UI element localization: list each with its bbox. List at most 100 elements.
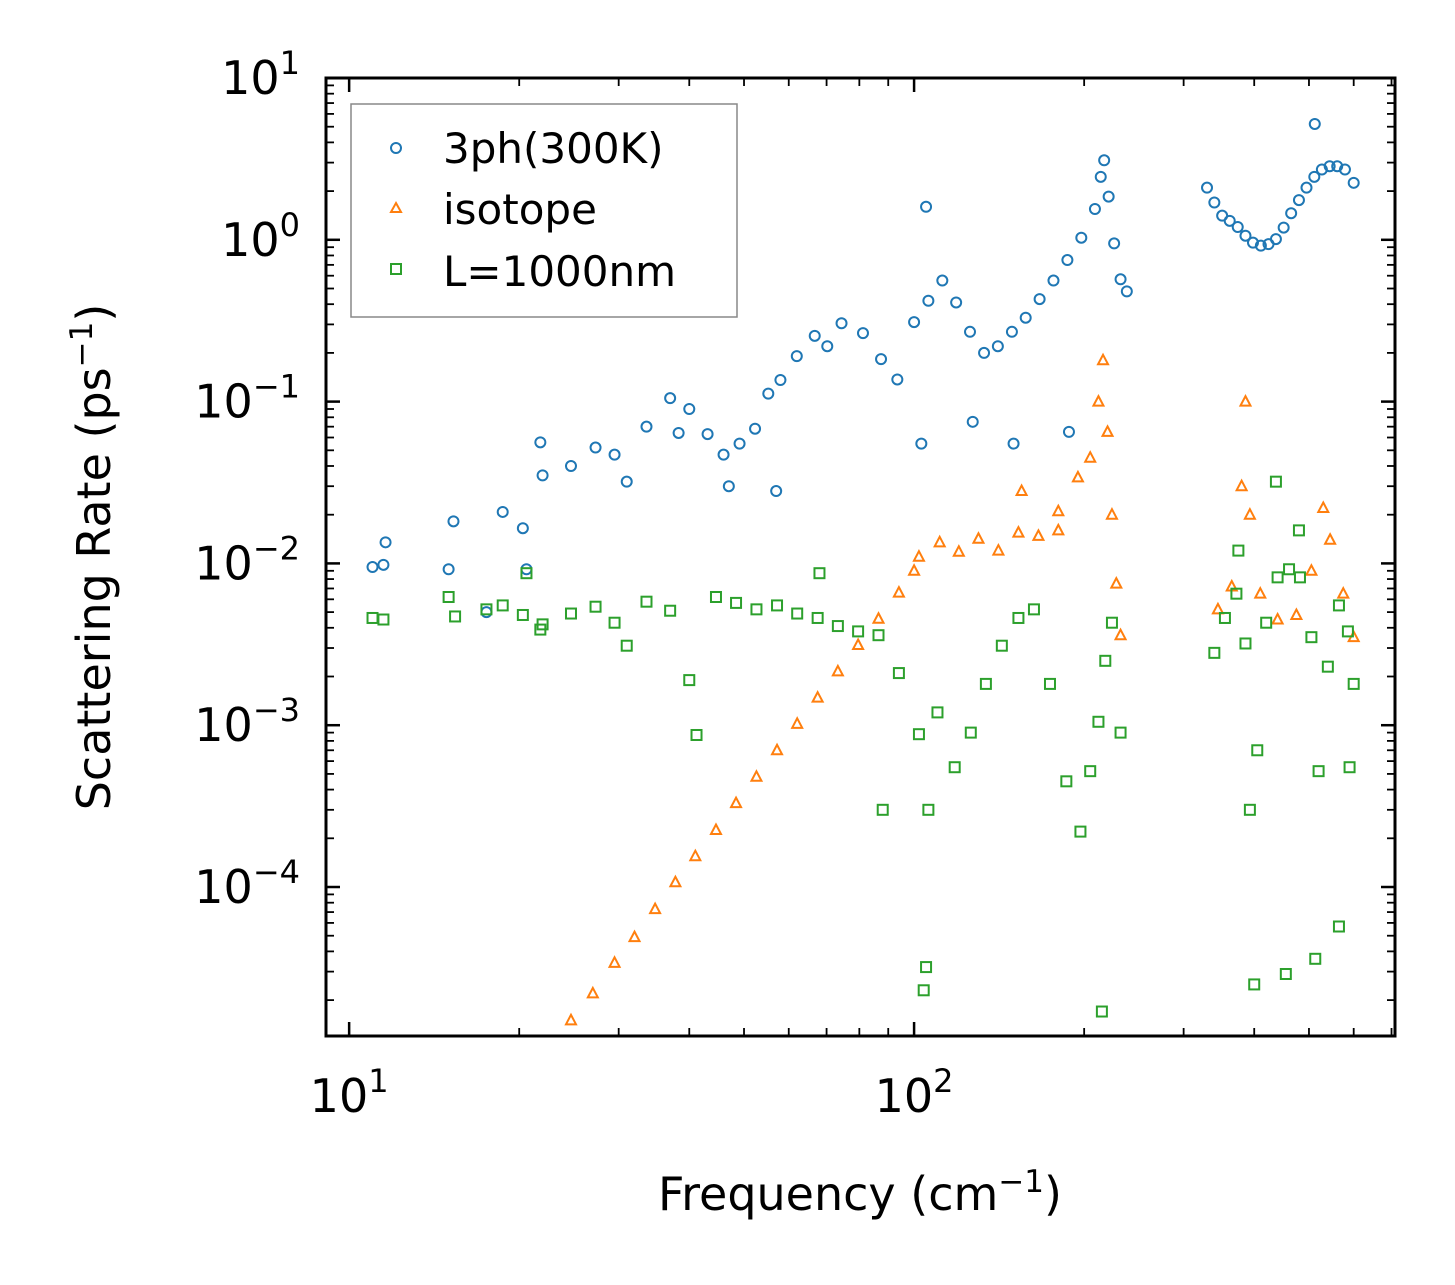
data-point [952,544,966,557]
data-point [1343,761,1356,774]
data-point [1239,229,1252,242]
data-point [821,340,834,353]
data-point [1341,625,1354,638]
legend-marker-3ph [390,142,402,154]
data-point [1099,654,1112,667]
data-point [640,420,653,433]
data-point [668,874,683,888]
data-point [449,610,462,623]
data-point [1094,170,1107,183]
data-point [1309,952,1322,965]
data-point [589,600,602,613]
data-point [872,629,885,642]
data-point [664,392,677,405]
data-point [892,584,906,598]
data-point [1012,611,1025,624]
data-point [683,674,696,687]
data-point [1218,611,1231,624]
data-point [1254,239,1267,252]
data-point [808,329,821,342]
data-point [379,536,392,549]
data-point [496,505,509,518]
data-point [1208,196,1221,209]
data-point [891,373,904,386]
data-point [690,728,703,741]
data-point [1088,203,1101,216]
data-point [1075,231,1088,244]
data-point [1031,528,1046,541]
data-point [915,437,928,450]
data-point [871,611,886,624]
tick-labels-layer: 101 102 101 100 10−1 10−2 10−3 10−4 [194,44,953,1123]
x-tick-label: 101 [310,1062,389,1123]
data-point [564,459,577,472]
data-point [912,728,925,741]
data-point [733,437,746,450]
data-point [1251,744,1264,757]
data-point [377,613,390,626]
data-point [1347,176,1360,189]
data-point [907,563,921,576]
data-point [536,469,549,482]
series-1 [564,352,1361,1026]
data-point [1083,450,1097,463]
data-point [964,726,977,739]
data-point [1338,163,1351,176]
data-point [709,590,722,603]
data-point [917,984,930,997]
data-point [442,563,455,576]
data-point [1223,214,1236,227]
data-point [1061,254,1074,267]
data-point [1308,170,1321,183]
data-point [851,637,865,651]
data-point [1234,478,1249,492]
legend-label-boundary: L=1000nm [443,247,676,296]
data-point [366,611,379,624]
data-point [995,639,1008,652]
legend: 3ph(300K) isotope L=1000nm [350,103,738,318]
data-point [1098,154,1111,167]
data-point [774,373,787,386]
data-point [876,803,889,816]
data-point [717,448,730,461]
plot-frame [324,76,1397,1038]
data-point [856,327,869,340]
legend-item-isotope: isotope [389,185,597,234]
data-point [1060,775,1073,788]
data-point [1308,117,1321,130]
data-point [1277,221,1290,234]
data-point [1243,507,1257,520]
data-point [1270,611,1285,625]
data-point [586,985,600,999]
data-point [1211,601,1225,615]
data-point [978,346,991,359]
data-point [1347,677,1360,690]
data-point [534,436,547,449]
data-point [1005,325,1018,338]
data-point [971,531,986,544]
legend-marker-boundary [390,263,402,275]
data-point [1243,803,1256,816]
data-point [1238,393,1253,407]
data-point [1332,599,1345,612]
data-point [1105,507,1119,520]
data-point [1120,285,1133,298]
data-point [933,534,947,548]
data-point [1269,233,1282,246]
data-point [672,426,685,439]
data-point [1269,475,1282,488]
data-point [1071,469,1085,483]
data-point [966,415,979,428]
data-point [377,558,390,571]
data-point [979,677,992,690]
y-tick-label: 10−3 [194,691,300,752]
legend-item-boundary: L=1000nm [390,247,676,296]
data-point [1108,237,1121,250]
data-point [366,561,379,574]
data-point [950,296,963,309]
data-point [1027,603,1040,616]
data-point [1011,524,1026,538]
y-tick-label: 101 [221,44,300,105]
data-point [920,200,933,213]
data-point [1114,273,1127,286]
